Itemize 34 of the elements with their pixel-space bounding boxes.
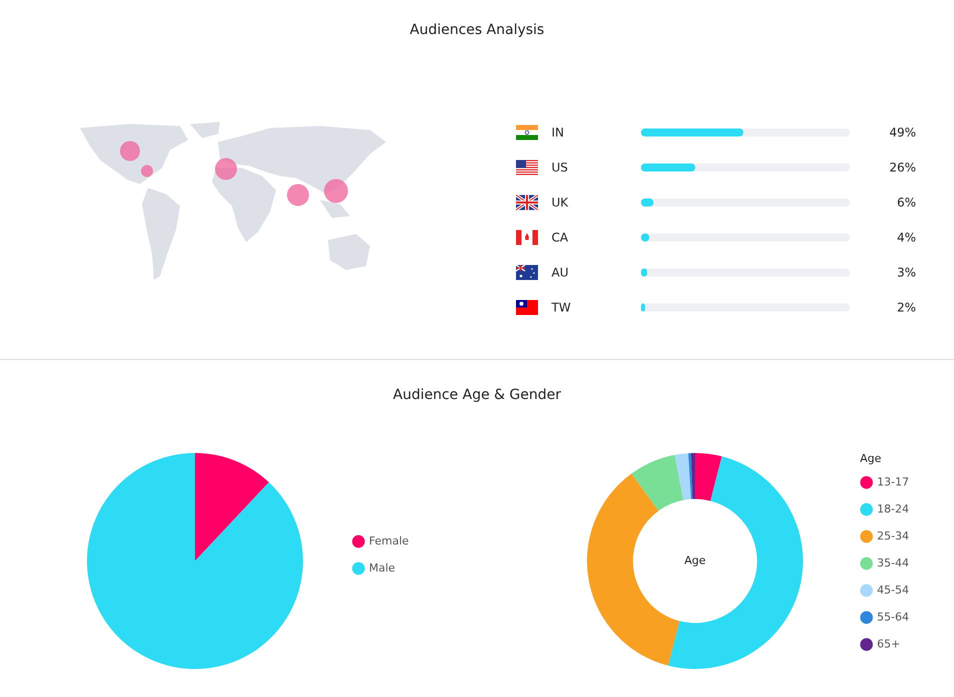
pie-slice [195, 453, 269, 561]
data-label: 26% [889, 160, 916, 174]
data-label: 2% [896, 300, 916, 314]
data-label: 6% [896, 196, 916, 210]
legend-label: 65+ [877, 638, 900, 650]
legend-label: 55-64 [877, 610, 909, 624]
donut-slice [587, 474, 680, 666]
data-label: 49% [889, 126, 916, 140]
legend-label: 13-17 [877, 476, 909, 488]
text: Age [684, 554, 706, 567]
data-label: 3% [896, 266, 916, 280]
y-tick-label: UK [552, 196, 570, 210]
donut-slice [695, 453, 722, 501]
y-tick-label: TW [550, 300, 571, 314]
legend-label: 25-34 [877, 530, 909, 542]
legend-label: Male [369, 562, 396, 574]
y-tick-label: US [552, 160, 568, 174]
text: Audience Age & Gender [392, 387, 562, 403]
donut-slice [632, 454, 684, 511]
y-tick-label: IN [552, 126, 564, 140]
y-tick-label: CA [552, 230, 569, 244]
donut-slice [690, 453, 695, 500]
donut-slice [674, 453, 692, 500]
donut-slice [668, 456, 803, 669]
legend-label: Female [369, 534, 410, 548]
legend-label: 45-54 [877, 584, 909, 596]
y-tick-label: AU [552, 266, 568, 280]
text: Audiences Analysis [408, 22, 546, 38]
legend-label: 35-44 [877, 556, 909, 570]
legend-label: 18-24 [877, 502, 909, 516]
legend-title: Age [860, 452, 882, 465]
donut-slice [688, 453, 693, 500]
pie-slice [87, 453, 303, 669]
data-label: 4% [896, 230, 916, 244]
